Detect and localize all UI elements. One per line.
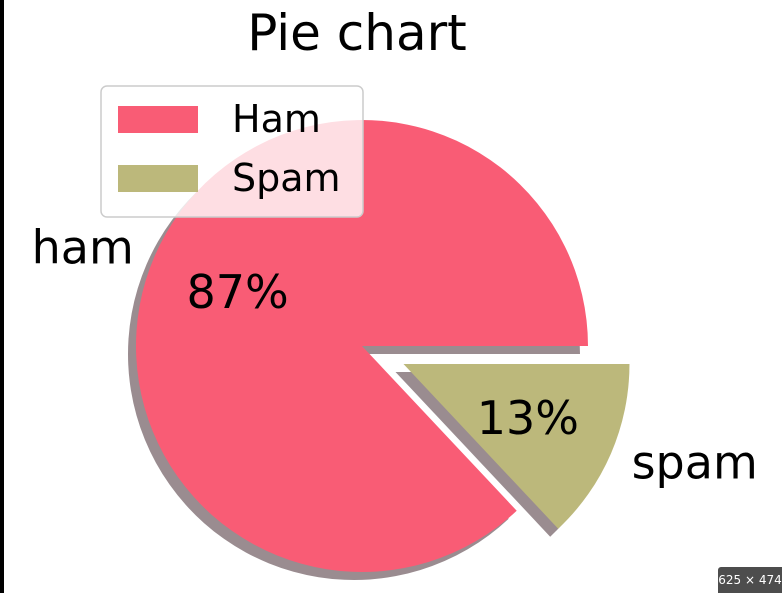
legend-swatch-ham <box>118 106 198 133</box>
slice-spam <box>403 363 630 529</box>
legend: Ham Spam <box>100 85 364 218</box>
chart-title: Pie chart <box>247 4 467 62</box>
left-border <box>0 0 4 593</box>
legend-swatch-spam <box>118 165 198 192</box>
category-label-spam: spam <box>632 436 758 490</box>
slice-ham <box>136 120 589 573</box>
pct-label-ham: 87% <box>186 265 288 319</box>
pct-label-spam: 13% <box>477 391 579 445</box>
slice-layer <box>136 120 630 573</box>
label-layer: 87% ham 13% spam <box>32 220 758 489</box>
legend-label-ham: Ham <box>232 97 321 141</box>
image-size-badge: 625 × 474 <box>718 567 782 593</box>
legend-label-spam: Spam <box>232 156 341 200</box>
category-label-ham: ham <box>32 220 134 274</box>
